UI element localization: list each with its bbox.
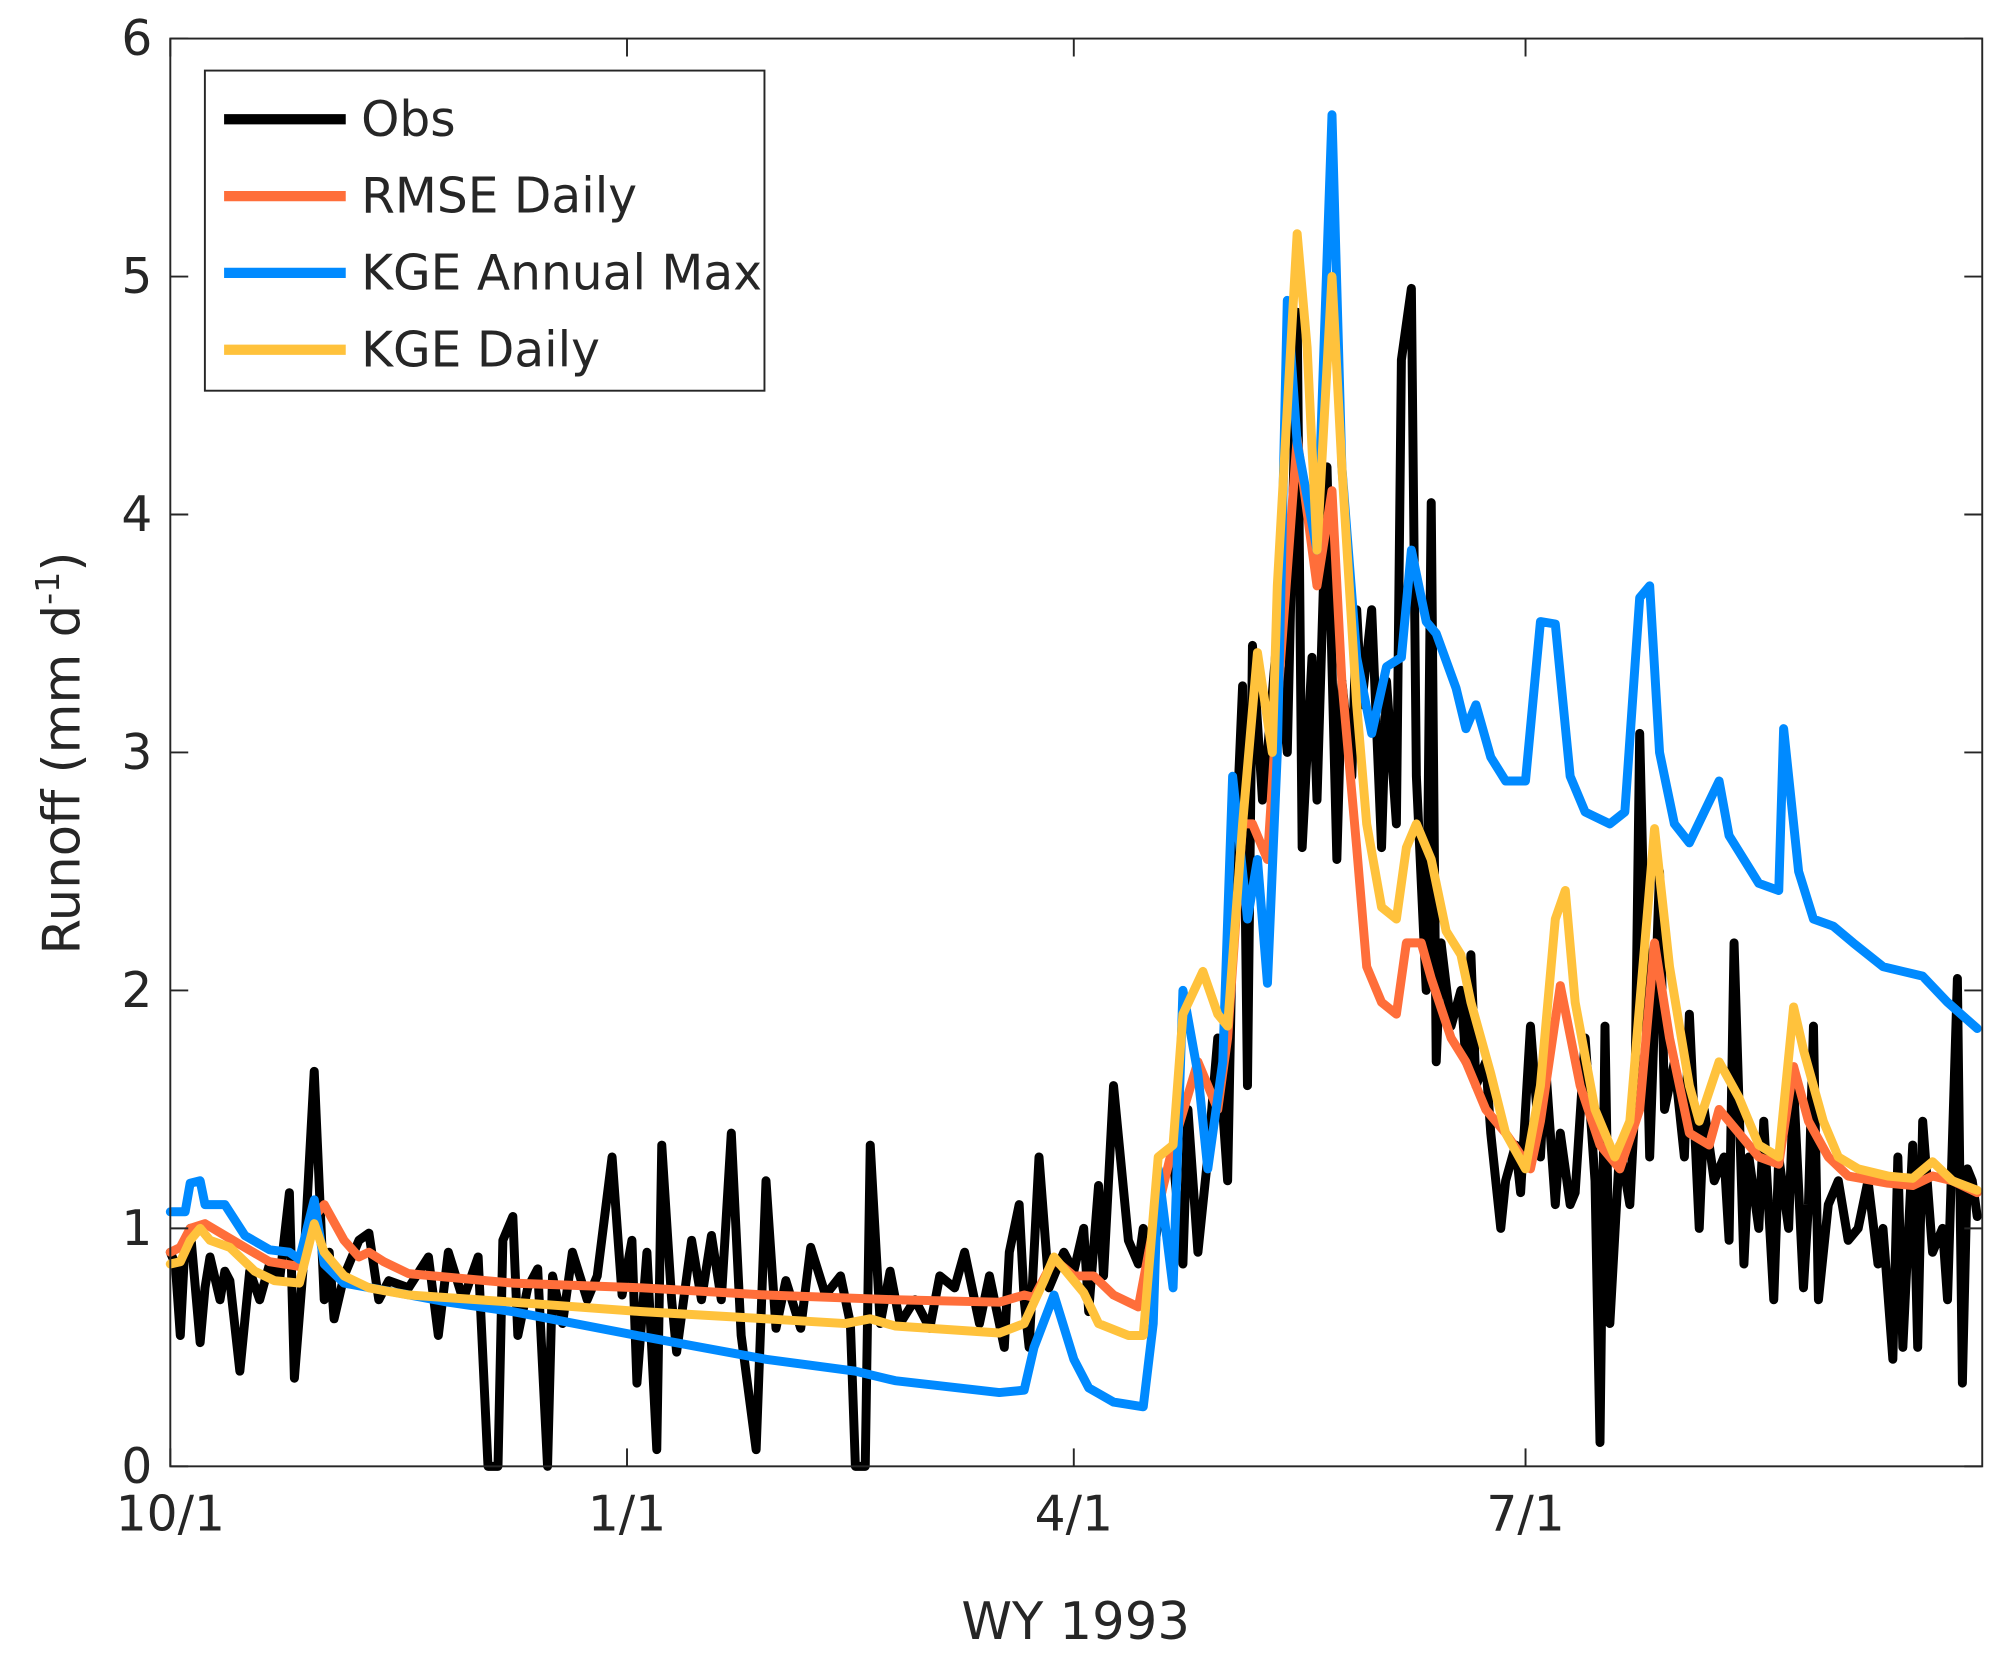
legend-label: Obs <box>361 92 456 148</box>
y-axis-label-superscript: -1 <box>28 572 67 605</box>
axes: 0 1 2 3 4 5 6 10/1 1/1 4/1 7/1 <box>116 11 1984 1542</box>
y-axis-label-close: ) <box>32 552 92 572</box>
x-tick-label: 7/1 <box>1486 1486 1564 1542</box>
legend-label: KGE Daily <box>361 322 600 378</box>
y-tick-label: 2 <box>121 963 152 1019</box>
x-tick-label: 4/1 <box>1035 1486 1113 1542</box>
y-axis-label: Runoff (mm d-1) <box>28 552 92 955</box>
x-tick-label: 10/1 <box>116 1486 225 1542</box>
y-tick-label: 5 <box>121 249 152 305</box>
y-tick-label: 6 <box>121 11 152 67</box>
x-tick-label: 1/1 <box>588 1486 666 1542</box>
series-line-rmse-daily <box>165 433 1982 1312</box>
y-tick-label: 4 <box>121 487 152 543</box>
x-axis-label: WY 1993 <box>961 1592 1190 1652</box>
y-tick-label: 1 <box>121 1201 152 1257</box>
series-line-kge-daily <box>165 229 1982 1340</box>
legend-label: RMSE Daily <box>361 169 637 225</box>
y-axis-label-text: Runoff (mm d <box>32 605 92 955</box>
legend-label: KGE Annual Max <box>361 246 762 302</box>
legend: Obs RMSE Daily KGE Annual Max KGE Daily <box>203 69 766 392</box>
y-tick-label: 0 <box>121 1439 152 1495</box>
y-tick-label: 3 <box>121 725 152 781</box>
